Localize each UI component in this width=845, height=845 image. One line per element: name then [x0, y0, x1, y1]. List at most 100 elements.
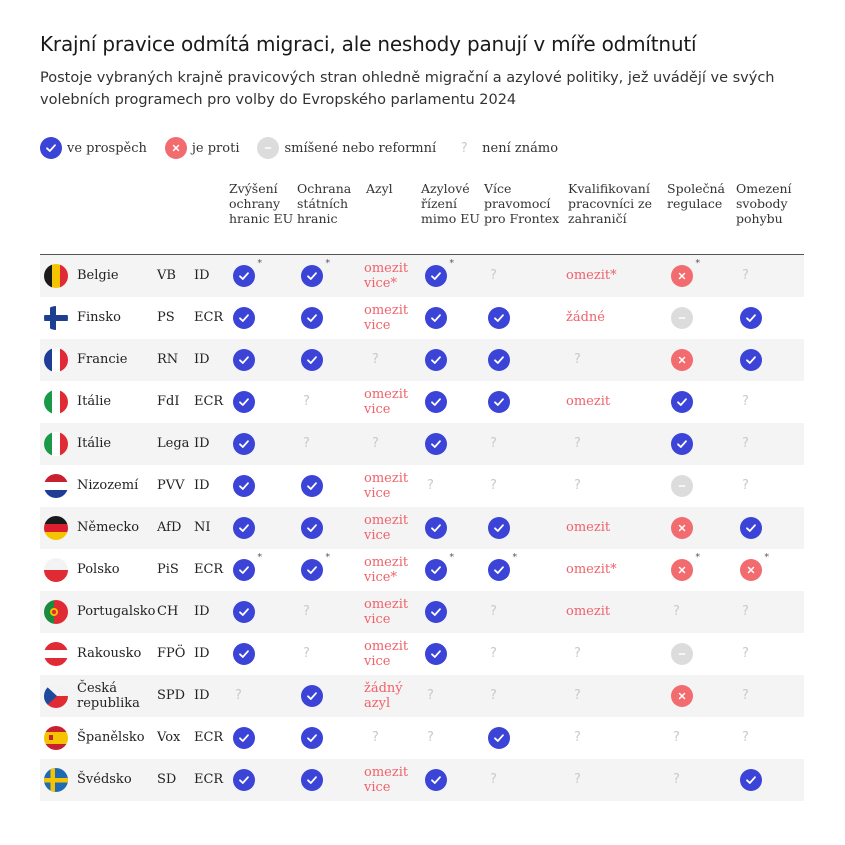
question-icon: ? — [574, 772, 581, 787]
country-name: Belgie — [77, 268, 119, 284]
position-text: omezit — [566, 604, 611, 619]
flag-nl-icon — [44, 473, 68, 498]
question-icon: ? — [427, 688, 434, 703]
question-icon: ? — [742, 478, 749, 493]
question-icon: ? — [490, 772, 497, 787]
check-icon — [425, 390, 447, 413]
position-cell: ? — [419, 717, 482, 759]
footnote-star: * — [325, 258, 331, 269]
position-cell: ? — [482, 674, 566, 717]
footnote-star: * — [695, 258, 701, 269]
position-cell — [419, 590, 482, 633]
footnote-star: * — [764, 552, 770, 563]
country-name: Francie — [77, 352, 128, 367]
question-icon: ? — [303, 394, 310, 409]
position-cell: ? — [295, 381, 364, 423]
check-icon — [301, 768, 323, 791]
flag-at-icon — [44, 641, 68, 666]
position-cell: ? — [734, 590, 804, 633]
legend-item-no: je proti — [164, 137, 239, 159]
position-cell: ? — [734, 674, 804, 717]
legend-item-yes: ve prospěch — [40, 137, 147, 159]
footnote-star: * — [449, 552, 455, 563]
position-cell: * — [419, 549, 482, 591]
page-title: Krajní pravice odmítá migraci, ale nesho… — [40, 32, 697, 56]
position-cell — [482, 297, 566, 339]
country-cell: Belgie — [40, 254, 157, 297]
position-cell — [665, 381, 734, 423]
cross-icon — [671, 264, 693, 287]
table-row: Francie RN ID?? — [40, 338, 804, 381]
position-cell: * — [295, 254, 364, 297]
question-icon: ? — [303, 436, 310, 451]
position-text: omezit — [566, 394, 611, 409]
party-cell: SPD — [157, 674, 194, 717]
position-cell: omezit vice — [364, 758, 419, 801]
country-name: Nizozemí — [77, 478, 139, 493]
check-icon — [425, 348, 447, 371]
country-name: Finsko — [77, 310, 121, 325]
table-row: Německo AfD NI omezit vice omezit — [40, 506, 804, 549]
position-text: omezit vice — [364, 764, 409, 795]
country-cell: Portugalsko — [40, 590, 157, 633]
position-cell: ? — [665, 590, 734, 633]
group-cell: NI — [194, 506, 227, 549]
country-name: Polsko — [77, 562, 120, 577]
group-cell: ECR — [194, 310, 224, 325]
question-icon: ? — [574, 688, 581, 703]
party-cell: AfD — [157, 506, 194, 549]
position-cell — [665, 465, 734, 507]
position-cell — [295, 758, 364, 801]
header-empty — [194, 181, 227, 255]
table-row: Itálie Lega ID????? — [40, 422, 804, 465]
position-cell: ? — [295, 590, 364, 633]
header-empty — [40, 181, 157, 255]
footnote-star: * — [257, 258, 263, 269]
flag-cz-icon — [44, 683, 68, 708]
positions-table: Zvýšení ochrany hranic EU Ochrana státní… — [40, 181, 804, 801]
country-name: Rakousko — [77, 646, 142, 661]
position-cell — [482, 506, 566, 549]
table-row: Rakousko FPÖ ID? omezit vice??? — [40, 633, 804, 675]
header-col-7: Omezení svobody pohybu — [734, 181, 804, 255]
question-icon: ? — [742, 394, 749, 409]
check-icon — [301, 558, 323, 581]
legend: ve prospěch je proti smíšené nebo reform… — [40, 136, 576, 160]
position-cell — [227, 506, 295, 549]
flag-be-icon — [44, 263, 68, 288]
position-cell — [482, 381, 566, 423]
check-icon — [425, 306, 447, 329]
position-cell — [419, 422, 482, 465]
flag-se-icon — [44, 767, 68, 792]
check-icon — [233, 474, 255, 497]
country-name: Itálie — [77, 394, 112, 409]
position-cell: omezit vice — [364, 297, 419, 339]
page-subtitle: Postoje vybraných krajně pravicových str… — [40, 70, 775, 108]
table-row: Portugalsko CH ID? omezit vice? omezit?? — [40, 590, 804, 633]
group-cell: ID — [194, 646, 210, 661]
position-cell: omezit vice* — [364, 254, 419, 297]
question-icon: ? — [742, 604, 749, 619]
position-cell: ? — [734, 254, 804, 297]
cross-icon — [671, 348, 693, 371]
check-icon — [233, 306, 255, 329]
party-cell: FdI — [157, 394, 180, 409]
check-icon — [233, 516, 255, 539]
check-icon — [301, 348, 323, 371]
position-cell — [734, 758, 804, 801]
position-cell: ? — [734, 381, 804, 423]
party-cell: PiS — [157, 562, 179, 577]
position-cell — [419, 506, 482, 549]
check-icon — [671, 432, 693, 455]
question-icon: ? — [490, 268, 497, 284]
position-cell — [227, 758, 295, 801]
country-cell: Španělsko — [40, 717, 157, 759]
flag-pt-icon — [44, 599, 68, 624]
position-cell — [734, 506, 804, 549]
check-icon — [488, 726, 510, 749]
footnote-star: * — [695, 552, 701, 563]
position-text: žádný azyl — [364, 680, 403, 711]
header-col-5: Kvalifikovaní pracovníci ze zahraničí — [566, 181, 665, 255]
country-name: Švédsko — [77, 772, 132, 787]
header-col-2: Azyl — [364, 181, 419, 255]
